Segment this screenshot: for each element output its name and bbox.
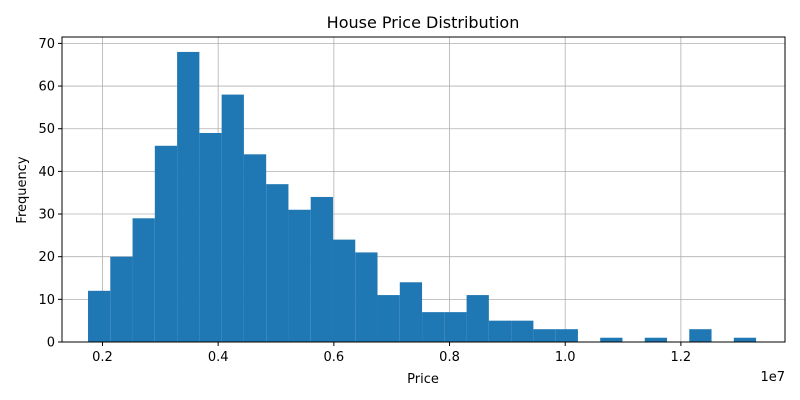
histogram-bar [332,239,356,342]
axis-ticks: 0.2 0.4 0.6 0.8 1.0 1.2 0 10 20 30 40 50 60 70 [38,37,691,365]
histogram-bar [310,196,333,342]
histogram-bar [177,51,200,343]
histogram-bar [243,154,267,342]
x-axis-title: Price [407,372,439,387]
histogram-bar [288,209,311,342]
histogram-bar [154,145,178,342]
y-tick-label: 70 [38,37,55,52]
x-tick-label: 0.4 [208,350,229,365]
histogram-bar [644,337,668,342]
x-tick-label: 0.2 [92,350,113,365]
y-tick-label: 60 [38,80,55,95]
histogram-bar [199,132,222,342]
x-tick-label: 1.0 [555,350,576,365]
histogram-bar [422,312,445,342]
histogram-bar [221,94,244,343]
histogram-bars [88,51,757,343]
y-tick-label: 0 [47,336,55,351]
x-tick-label: 1.2 [671,350,692,365]
plot-frame [61,36,786,343]
histogram-bar [132,218,155,342]
histogram-bar [355,252,378,342]
y-axis-title: Frequency [15,156,30,223]
chart-title: House Price Distribution [327,13,520,32]
histogram-bar [466,295,489,342]
y-tick-label: 40 [38,165,55,180]
x-tick-label: 0.8 [439,350,460,365]
histogram-bar [689,329,712,342]
histogram-bar [266,184,289,342]
x-axis-offset-label: 1e7 [760,370,785,385]
y-tick-label: 20 [38,250,55,265]
histogram-bar [733,337,757,342]
histogram-bar [533,329,556,342]
histogram-bar [399,282,423,342]
histogram-bar [511,320,534,342]
y-tick-label: 50 [38,122,55,137]
histogram-bar [600,337,623,342]
histogram-bar [444,312,467,342]
histogram-bar [488,320,512,342]
histogram-bar [88,290,111,342]
histogram-bar [555,329,578,342]
y-tick-label: 10 [38,293,55,308]
histogram-bar [110,256,133,342]
y-tick-label: 30 [38,208,55,223]
histogram-bar [377,295,400,342]
x-tick-label: 0.6 [324,350,345,365]
